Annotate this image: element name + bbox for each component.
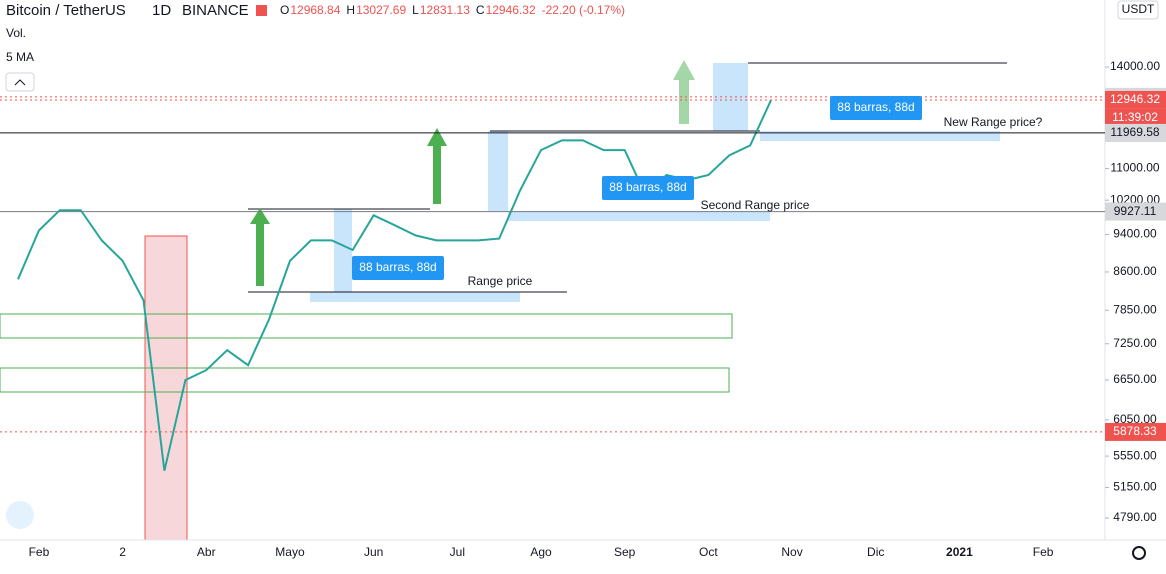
x-tick-label: 2 [119,545,126,559]
x-tick-label: Nov [781,545,802,559]
arrow [250,208,270,286]
ohlc-key: C [476,3,485,17]
collapse-icon [14,79,26,86]
ohlc-value: 12968.84 [290,3,340,17]
exchange: BINANCE [182,2,249,19]
price-label: 11969.58 [1110,125,1159,139]
price-label-bg [1105,202,1166,221]
collapse-button[interactable] [5,72,35,92]
y-tick-label: 8600.00 [1113,264,1157,278]
annotation: New Range price? [944,115,1043,129]
annotation-box [352,256,444,280]
annotation-box [830,96,922,120]
x-tick-label: Oct [699,545,718,559]
logo [6,501,34,529]
range-box [508,211,770,221]
y-tick-label: 6050.00 [1113,412,1157,426]
annotation: 88 barras, 88d [609,180,686,194]
y-tick-label: 7250.00 [1113,336,1157,350]
y-tick-label: 5150.00 [1113,480,1157,494]
x-tick-label: 2021 [946,545,973,559]
y-tick-label: 5550.00 [1113,448,1157,462]
countdown: 11:39:02 [1112,110,1158,124]
zone [0,367,730,393]
price-label: 12946.32 [1110,92,1160,106]
range-box [310,292,520,302]
currency: USDT [1122,2,1155,16]
annotation-box [602,176,694,200]
x-tick-label: Feb [29,545,50,559]
y-tick-label: 9400.00 [1113,227,1157,241]
x-tick-label: Jun [364,545,383,559]
countdown-bg [1105,108,1166,127]
range-box [488,131,508,211]
y-tick-label: 11000.00 [1110,161,1159,175]
x-tick-label: Ago [530,545,552,559]
ohlc-value: 13027.69 [356,3,406,17]
x-tick-label: Abr [197,545,216,559]
zone [0,313,733,339]
y-tick-label: 4790.00 [1113,510,1157,524]
symbol: Bitcoin / TetherUS [6,2,126,19]
price-label-bg [1105,422,1166,441]
y-tick-label: 6650.00 [1113,372,1157,386]
range-box [760,131,1000,141]
x-tick-label: Dic [867,545,884,559]
x-tick-label: Sep [614,545,636,559]
ohlc-key: H [346,3,355,17]
price-label: 5878.33 [1113,424,1157,438]
ohlc-value: 12946.32 [486,3,536,17]
price-label-bg [1105,90,1166,109]
ohlc-key: L [412,3,419,17]
ma-label: 5 MA [6,50,34,64]
arrow [427,128,447,204]
status-icon [256,5,267,16]
y-tick-label: 7850.00 [1113,302,1157,316]
x-tick-label: Feb [1033,545,1054,559]
annotation: 88 barras, 88d [359,260,436,274]
price-label: 9927.11 [1114,204,1157,218]
highlight-box [144,235,188,541]
ohlc: O 12968.84 H 13027.69 L 12831.13 C 12946.32 [280,3,536,17]
price-label-bg [1105,123,1166,142]
annotation: Range price [468,274,533,288]
currency-button[interactable] [1117,0,1159,20]
y-tick-label: 14000.00 [1110,59,1160,73]
ohlc-key: O [280,3,289,17]
interval: 1D [152,2,171,19]
annotation: 88 barras, 88d [837,100,914,114]
x-tick-label: Jul [450,545,465,559]
settings-icon[interactable] [1132,546,1146,560]
arrow [673,60,695,124]
change: -22.20 (-0.17%) [542,3,625,17]
ohlc-value: 12831.13 [420,3,470,17]
range-box [334,209,352,292]
x-tick-label: Mayo [275,545,305,559]
annotation: Second Range price [701,198,810,212]
volume-label: Vol. [6,26,26,40]
